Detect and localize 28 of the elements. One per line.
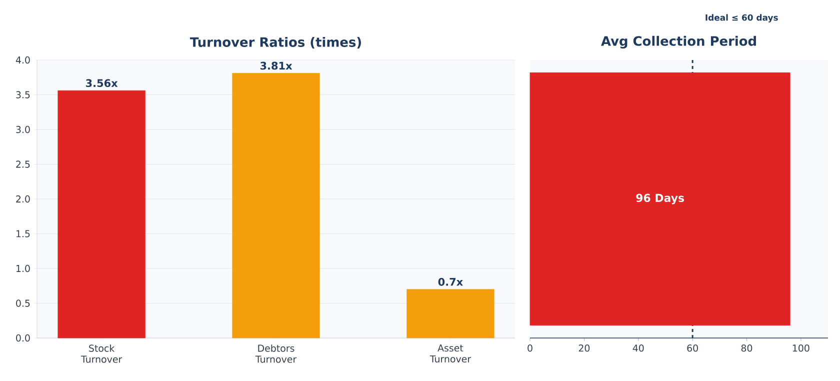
- data-label: 3.56x: [86, 79, 118, 88]
- x-tick-label: Debtors Turnover: [255, 344, 297, 363]
- y-tick-label: 3.0: [16, 126, 30, 134]
- x-tick-label: Stock Turnover: [80, 344, 122, 363]
- chart-title: Avg Collection Period: [601, 36, 756, 49]
- bar: [406, 289, 494, 338]
- y-tick-label: 3.5: [16, 91, 30, 98]
- y-tick-label: 4.0: [16, 56, 30, 64]
- y-tick-label: 0.5: [16, 300, 30, 307]
- x-tick-label: Asset Turnover: [430, 344, 472, 363]
- y-tick-label: 1.5: [16, 230, 30, 238]
- y-tick-label: 2.0: [16, 195, 30, 203]
- data-label: 3.81x: [260, 62, 292, 70]
- chart-title: Turnover Ratios (times): [190, 36, 361, 49]
- bar: [232, 73, 320, 338]
- data-label: 0.7x: [438, 278, 463, 286]
- data-label: 96 Days: [636, 194, 684, 204]
- x-tick-label: 0: [528, 344, 532, 352]
- x-tick-label: 40: [632, 344, 644, 352]
- bar: [58, 90, 146, 338]
- x-tick-label: 80: [741, 344, 752, 352]
- ref-line-label: Ideal ≤ 60 days: [706, 14, 778, 22]
- y-tick-label: 0.0: [16, 334, 30, 342]
- y-tick-label: 2.5: [16, 160, 30, 168]
- y-tick-label: 1.0: [16, 264, 30, 272]
- x-tick-label: 20: [578, 344, 590, 352]
- x-tick-label: 60: [687, 344, 698, 352]
- x-tick-label: 100: [792, 344, 810, 352]
